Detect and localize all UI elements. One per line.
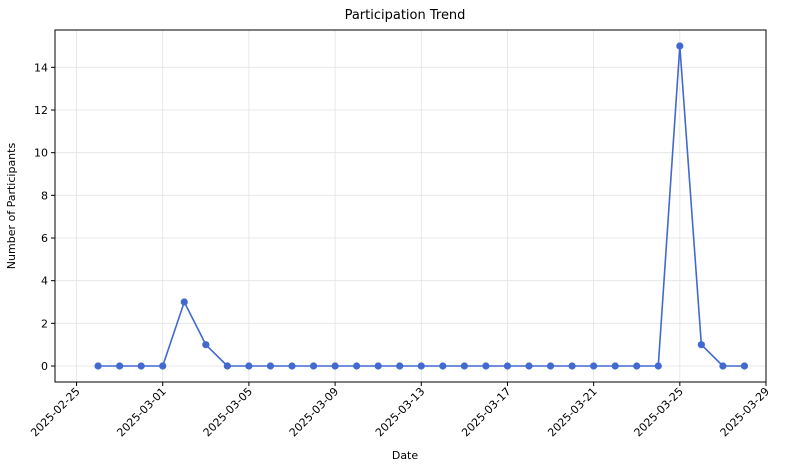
data-point [309,362,318,370]
data-point [331,362,339,370]
data-point [137,362,145,370]
y-tick-label: 2 [41,317,48,330]
data-point [460,362,468,370]
data-point [245,362,253,370]
data-point [482,362,490,370]
data-point [503,362,512,370]
data-point [288,362,296,370]
grid-lines [55,30,767,382]
y-axis-label: Number of Participants [5,143,18,270]
data-point [116,362,124,370]
data-point [740,362,749,370]
data-point [180,298,188,306]
chart-title: Participation Trend [345,8,466,23]
data-point [676,42,684,50]
data-point [568,362,576,370]
data-point [396,362,404,370]
y-tick-label: 10 [34,147,48,160]
data-point [202,341,210,349]
data-point [546,362,555,370]
y-tick-label: 0 [41,360,48,373]
y-tick-label: 6 [41,232,48,245]
data-point [266,362,275,370]
data-point [159,362,167,370]
data-point [223,362,231,370]
y-tick-label: 8 [41,189,48,202]
data-point [633,362,641,370]
data-point [525,362,533,370]
data-point [353,362,361,370]
y-tick-label: 14 [34,61,48,74]
y-tick-label: 12 [34,104,48,117]
data-point [94,362,102,370]
y-tick-label: 4 [41,275,48,288]
series [94,42,749,370]
x-axis-label: Date [392,449,419,462]
data-point [417,362,425,370]
data-point [374,362,382,370]
data-point [439,362,447,370]
plot-frame [54,29,767,383]
data-point [590,362,598,370]
data-point [611,362,619,370]
data-point [719,362,727,370]
data-point [697,341,705,349]
data-point [654,362,662,370]
